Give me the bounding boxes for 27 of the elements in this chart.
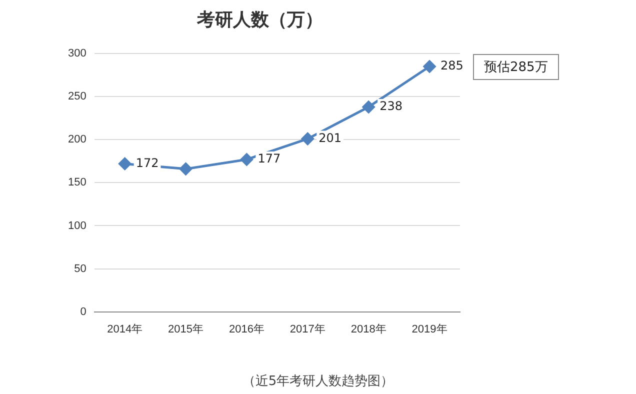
point bbox=[240, 153, 253, 166]
data-label: 172 bbox=[136, 156, 159, 170]
point bbox=[118, 158, 132, 170]
x-tick-label: 2017年 bbox=[290, 323, 326, 336]
text: （近5年考研人数趋势图） bbox=[241, 373, 395, 390]
y-tick-label: 250 bbox=[68, 90, 86, 103]
point bbox=[301, 132, 314, 146]
y-tick-label: 150 bbox=[68, 176, 86, 189]
data-label: 201 bbox=[318, 130, 342, 145]
y-tick-label: 300 bbox=[68, 48, 86, 60]
data-label: 177 bbox=[258, 152, 281, 166]
y-tick-label: 0 bbox=[80, 306, 86, 318]
data-label: 238 bbox=[380, 99, 402, 114]
x-tick-label: 2016年 bbox=[228, 323, 264, 336]
y-tick-label: 100 bbox=[68, 220, 86, 232]
x-tick-label: 2019年 bbox=[412, 323, 448, 336]
point bbox=[362, 100, 375, 114]
point bbox=[180, 162, 192, 176]
chart-title: 考研人数（万） bbox=[196, 9, 323, 30]
x-tick-label: 2018年 bbox=[350, 323, 386, 336]
x-tick-label: 2014年 bbox=[107, 323, 143, 336]
data-label: 285 bbox=[440, 58, 464, 73]
x-tick-label: 2015年 bbox=[168, 323, 204, 336]
point bbox=[423, 60, 436, 73]
y-tick-label: 200 bbox=[68, 134, 86, 146]
text: 预估285万 bbox=[473, 54, 559, 80]
y-tick-label: 50 bbox=[74, 262, 86, 275]
